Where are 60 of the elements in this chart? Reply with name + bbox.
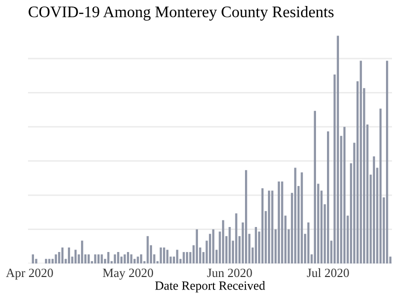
bar — [136, 256, 139, 264]
bar — [372, 156, 376, 264]
bar — [196, 229, 198, 264]
chart-title: COVID-19 Among Monterey County Residents — [28, 6, 334, 21]
bar — [261, 188, 264, 264]
bar — [44, 258, 48, 264]
bar — [52, 258, 54, 264]
bar — [94, 254, 96, 264]
bar — [107, 252, 110, 264]
bar — [32, 254, 34, 264]
bar — [245, 170, 248, 264]
bar — [166, 250, 168, 264]
bar — [336, 36, 339, 264]
x-tick-label: Jul 2020 — [306, 268, 349, 278]
bar — [117, 252, 120, 264]
bar — [124, 254, 126, 264]
bar — [130, 254, 132, 264]
bar — [146, 236, 149, 264]
bar — [271, 190, 274, 264]
bar — [222, 220, 224, 264]
bar — [326, 131, 330, 264]
bar — [300, 172, 303, 264]
bar — [134, 258, 136, 264]
x-tick-label: May 2020 — [102, 268, 154, 280]
bar — [54, 254, 57, 264]
bar — [343, 126, 346, 264]
bar — [140, 254, 142, 264]
bar — [228, 227, 231, 264]
bar — [114, 254, 116, 264]
bar — [254, 227, 257, 264]
bar — [163, 248, 166, 264]
bar — [314, 110, 316, 264]
bar — [160, 248, 162, 264]
bar — [186, 252, 188, 264]
bar — [307, 222, 310, 264]
bar — [88, 254, 90, 264]
bar — [235, 213, 238, 264]
bar — [386, 60, 388, 264]
bar — [48, 258, 50, 264]
bar — [360, 60, 362, 264]
x-tick-label: Apr 2020 — [6, 268, 53, 280]
bar — [176, 250, 178, 264]
bar — [294, 168, 296, 264]
x-tick-label: Jun 2020 — [207, 268, 252, 278]
bar — [182, 252, 185, 264]
bar — [278, 181, 280, 264]
bar — [97, 254, 100, 264]
bar — [81, 240, 84, 264]
bar — [281, 181, 284, 264]
bar — [68, 248, 70, 264]
bar — [126, 252, 130, 264]
bar — [379, 108, 382, 264]
bar — [208, 234, 212, 264]
bar — [212, 229, 214, 264]
bar — [100, 254, 103, 264]
x-axis-title: Date Report Received — [155, 281, 266, 292]
bar — [35, 258, 38, 264]
bar — [61, 248, 64, 264]
bar — [268, 190, 270, 264]
bar — [74, 250, 77, 264]
